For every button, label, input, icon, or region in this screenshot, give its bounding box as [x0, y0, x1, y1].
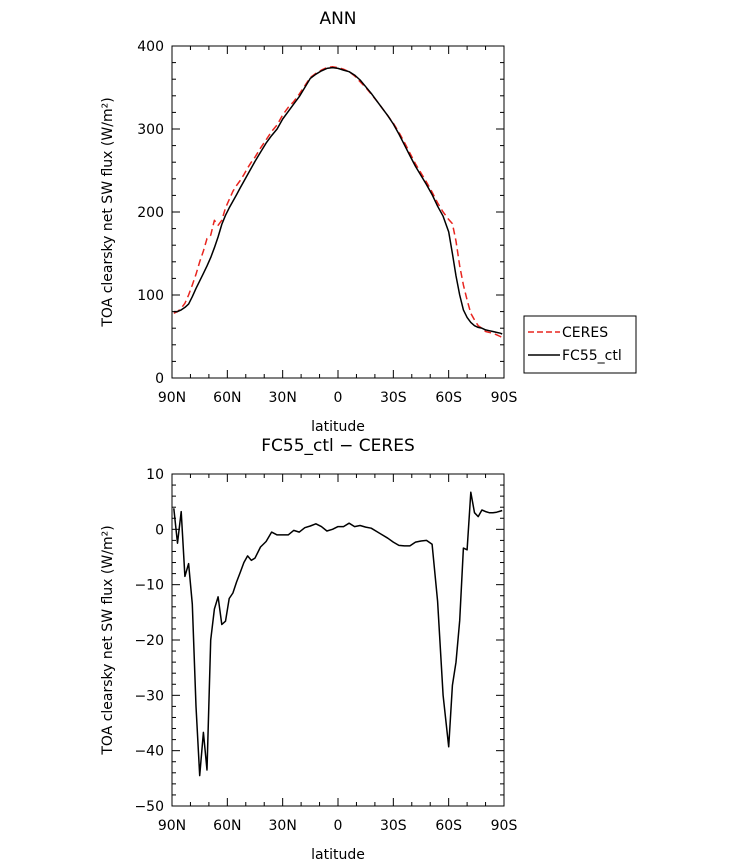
x-tick-label: 0	[334, 818, 343, 834]
series-group	[173, 66, 503, 338]
axis-ticks	[171, 473, 505, 807]
series-line-difference	[173, 491, 503, 777]
x-tick-label: 90S	[491, 818, 518, 834]
series-group	[173, 491, 503, 777]
plot-frame	[171, 473, 505, 807]
x-tick-label: 30S	[380, 390, 407, 406]
series-line-ceres	[173, 66, 503, 338]
legend: CERES FC55_ctl	[523, 315, 637, 374]
x-tick-label: 30N	[269, 818, 297, 834]
y-tick-label: 300	[137, 122, 164, 138]
x-tick-labels: 90N 60N 30N 0 30S 60S 90S	[158, 390, 518, 406]
y-tick-label: 0	[155, 522, 164, 538]
y-tick-labels: 10 0 −10 −20 −30 −40 −50	[134, 467, 164, 815]
x-axis-label: latitude	[311, 419, 365, 435]
y-tick-label: −30	[134, 688, 164, 704]
legend-label-fc55-ctl: FC55_ctl	[562, 348, 622, 364]
x-tick-label: 60S	[435, 818, 462, 834]
y-axis-label: TOA clearsky net SW flux (W/m²)	[100, 97, 116, 327]
axis-ticks	[171, 45, 505, 379]
x-tick-label: 60S	[435, 390, 462, 406]
x-tick-label: 90N	[158, 390, 186, 406]
y-tick-label: 10	[146, 467, 164, 483]
plot-frame	[171, 45, 505, 379]
series-line-fc55-ctl	[173, 66, 503, 335]
y-tick-label: −10	[134, 578, 164, 594]
x-tick-label: 30S	[380, 818, 407, 834]
y-tick-label: −40	[134, 744, 164, 760]
x-tick-label: 60N	[213, 390, 241, 406]
x-tick-label: 60N	[213, 818, 241, 834]
x-tick-labels: 90N 60N 30N 0 30S 60S 90S	[158, 818, 518, 834]
x-tick-label: 90S	[491, 390, 518, 406]
y-tick-label: 0	[155, 371, 164, 387]
y-tick-label: −50	[134, 799, 164, 815]
x-tick-label: 30N	[269, 390, 297, 406]
x-tick-label: 0	[334, 390, 343, 406]
y-tick-labels: 0 100 200 300 400	[137, 39, 164, 387]
chart-title: ANN	[319, 9, 356, 29]
y-tick-label: 200	[137, 205, 164, 221]
y-tick-label: 400	[137, 39, 164, 55]
legend-label-ceres: CERES	[562, 325, 608, 341]
chart-panel-difference: FC55_ctl − CERES 10 0 −10 −20 −30 −40 −50 90N 6…	[100, 436, 517, 863]
legend-box	[523, 315, 637, 374]
chart-title: FC55_ctl − CERES	[261, 436, 415, 456]
x-tick-label: 90N	[158, 818, 186, 834]
y-tick-label: −20	[134, 633, 164, 649]
x-axis-label: latitude	[311, 847, 365, 863]
y-tick-label: 100	[137, 288, 164, 304]
chart-panel-annual: ANN 0 100 200 300 400 90N 60N 30N 0 30S 60S 90S la…	[100, 9, 637, 435]
y-axis-label: TOA clearsky net SW flux (W/m²)	[100, 525, 116, 755]
